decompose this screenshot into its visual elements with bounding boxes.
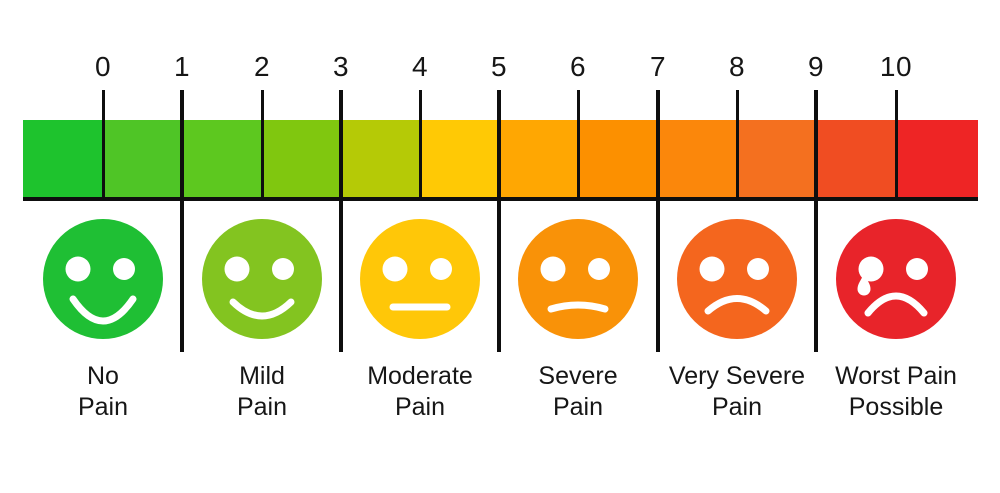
section-divider-line: [180, 90, 184, 352]
section-divider-line: [339, 90, 343, 352]
scale-number-5: 5: [490, 51, 508, 82]
face-label-worst-pain-possible: Worst Pain Possible: [835, 361, 957, 423]
face-icon-moderate-pain: [360, 219, 480, 339]
face-label-line: Severe: [538, 362, 618, 390]
face-icon-very-severe-pain: [677, 219, 797, 339]
scale-number-4: 4: [411, 51, 429, 82]
face-head: [202, 219, 322, 339]
teardrop-icon: [857, 274, 871, 296]
eye-right-icon: [113, 258, 135, 280]
mouth-smile-big: [69, 295, 137, 325]
face-label-line: Possible: [848, 393, 944, 421]
section-divider-line: [814, 90, 818, 352]
section-divider-line: [497, 90, 501, 352]
face-label-line: Mild: [239, 362, 285, 390]
face-label-severe-pain: Severe Pain: [538, 361, 617, 423]
mouth-smile: [229, 298, 295, 320]
face-label-very-severe-pain: Very Severe Pain: [669, 361, 805, 423]
scale-tick-mark: [894, 90, 898, 201]
scale-number-9: 9: [807, 51, 825, 82]
face-label-line: Pain: [236, 393, 288, 421]
face-head: [677, 219, 797, 339]
eye-right-icon: [272, 258, 294, 280]
scale-number-0: 0: [94, 51, 112, 82]
mouth-flat-frown: [547, 301, 609, 313]
face-label-mild-pain: Mild Pain: [237, 361, 287, 423]
face-icon-no-pain: [43, 219, 163, 339]
eye-left-icon: [858, 256, 884, 282]
eye-right-icon: [747, 258, 769, 280]
eye-left-icon: [65, 256, 91, 282]
scale-number-8: 8: [728, 51, 746, 82]
scale-number-6: 6: [569, 51, 587, 82]
eye-left-icon: [224, 256, 250, 282]
scale-tick-mark: [101, 90, 105, 201]
scale-number-3: 3: [332, 51, 350, 82]
eye-right-icon: [588, 258, 610, 280]
scale-number-2: 2: [253, 51, 271, 82]
scale-number-1: 1: [173, 51, 191, 82]
face-label-no-pain: No Pain: [78, 361, 128, 423]
face-label-line: Worst Pain: [835, 362, 957, 390]
scale-tick-mark: [735, 90, 739, 201]
face-label-moderate-pain: Moderate Pain: [367, 361, 473, 423]
face-head: [518, 219, 638, 339]
scale-tick-mark: [576, 90, 580, 201]
face-head: [43, 219, 163, 339]
face-label-line: Pain: [711, 393, 763, 421]
face-label-line: No: [87, 362, 119, 390]
scale-tick-mark: [418, 90, 422, 201]
face-label-line: Pain: [77, 393, 129, 421]
face-icon-mild-pain: [202, 219, 322, 339]
face-label-line: Pain: [552, 393, 604, 421]
face-icon-severe-pain: [518, 219, 638, 339]
section-divider-line: [656, 90, 660, 352]
eye-left-icon: [540, 256, 566, 282]
scale-number-7: 7: [649, 51, 667, 82]
mouth-frown-deep: [864, 292, 928, 317]
scale-number-10: 10: [879, 51, 913, 82]
scale-tick-mark: [260, 90, 264, 201]
face-head: [836, 219, 956, 339]
face-label-line: Moderate: [367, 362, 473, 390]
eye-left-icon: [699, 256, 725, 282]
face-label-line: Pain: [394, 393, 446, 421]
mouth-frown: [704, 295, 770, 315]
face-icon-worst-pain-possible: [836, 219, 956, 339]
face-label-line: Very Severe: [668, 362, 806, 390]
eye-left-icon: [382, 256, 408, 282]
eye-right-icon: [430, 258, 452, 280]
eye-right-icon: [906, 258, 928, 280]
face-head: [360, 219, 480, 339]
